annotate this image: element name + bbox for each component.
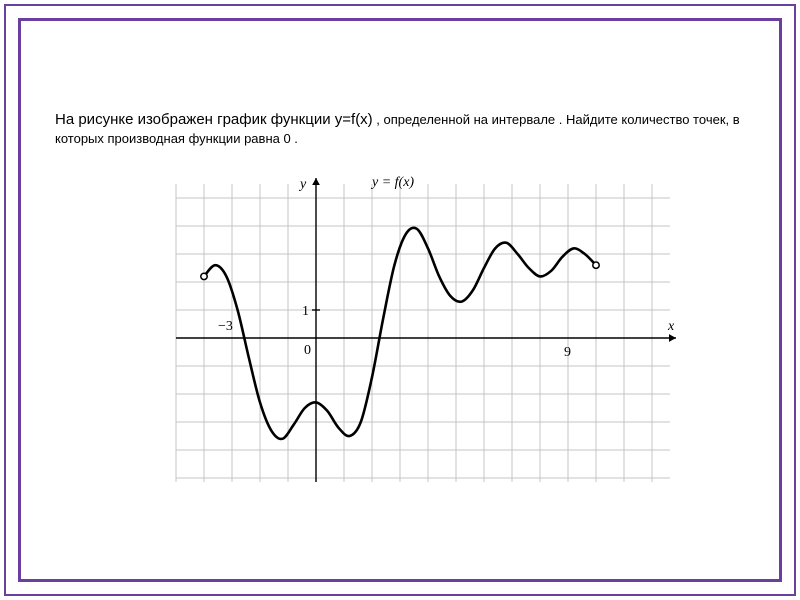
svg-text:y: y (298, 177, 307, 192)
content-area: На рисунке изображен график функции y=f(… (55, 110, 745, 490)
chart-container: y x y = f(x) −3 1 0 9 (120, 160, 680, 490)
svg-text:−3: −3 (218, 319, 233, 334)
svg-text:1: 1 (302, 304, 309, 319)
svg-text:0: 0 (304, 343, 311, 358)
svg-text:y = f(x): y = f(x) (370, 175, 414, 190)
svg-text:x: x (667, 319, 675, 334)
svg-text:9: 9 (564, 345, 571, 360)
problem-text: На рисунке изображен график функции y=f(… (55, 110, 745, 148)
problem-main: На рисунке изображен график функции y=f(… (55, 111, 373, 128)
function-graph: y x y = f(x) −3 1 0 9 (120, 160, 680, 490)
